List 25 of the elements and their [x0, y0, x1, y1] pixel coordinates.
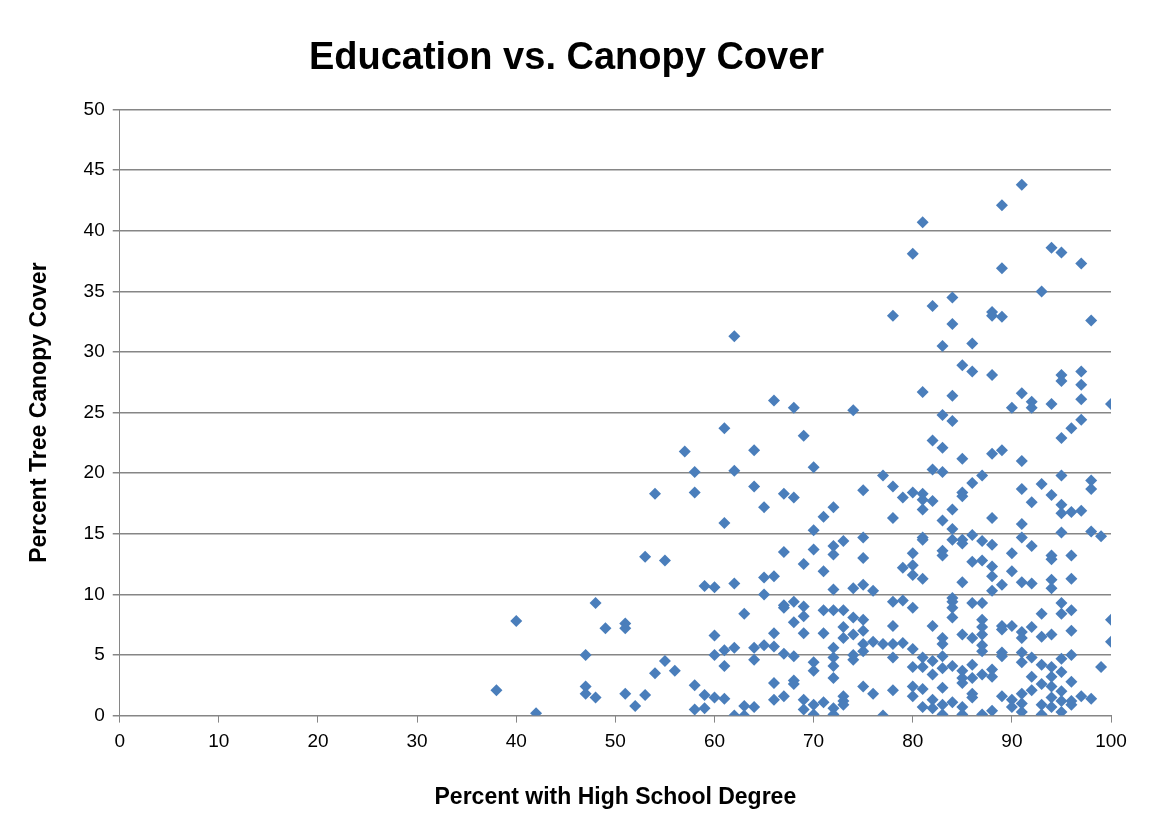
x-tick-label: 0: [114, 730, 126, 752]
x-tick-label: 40: [505, 730, 527, 752]
y-tick-label: 20: [83, 461, 105, 483]
x-tick-label: 70: [803, 730, 825, 752]
x-tick-label: 30: [406, 730, 428, 752]
x-tick-label: 100: [1095, 730, 1127, 752]
y-tick-label: 50: [83, 97, 105, 119]
y-tick-label: 45: [83, 158, 105, 180]
y-tick-label: 15: [83, 522, 105, 544]
x-tick-label: 60: [703, 730, 726, 752]
y-axis-title: Percent Tree Canopy Cover: [25, 262, 52, 563]
y-tick-label: 30: [83, 340, 105, 362]
x-tick-label: 10: [208, 730, 230, 752]
x-tick-label: 90: [1001, 730, 1023, 752]
x-tick-label: 50: [604, 730, 626, 752]
y-tick-label: 0: [94, 703, 105, 725]
y-tick-label: 35: [83, 279, 105, 301]
chart-title: Education vs. Canopy Cover: [308, 35, 825, 78]
y-tick-label: 40: [83, 219, 105, 241]
x-axis-title: Percent with High School Degree: [434, 782, 797, 809]
x-tick-label: 80: [902, 730, 924, 752]
y-tick-label: 25: [83, 400, 105, 422]
y-tick-label: 10: [83, 582, 105, 604]
y-tick-label: 5: [94, 643, 105, 665]
x-tick-label: 20: [307, 730, 329, 752]
